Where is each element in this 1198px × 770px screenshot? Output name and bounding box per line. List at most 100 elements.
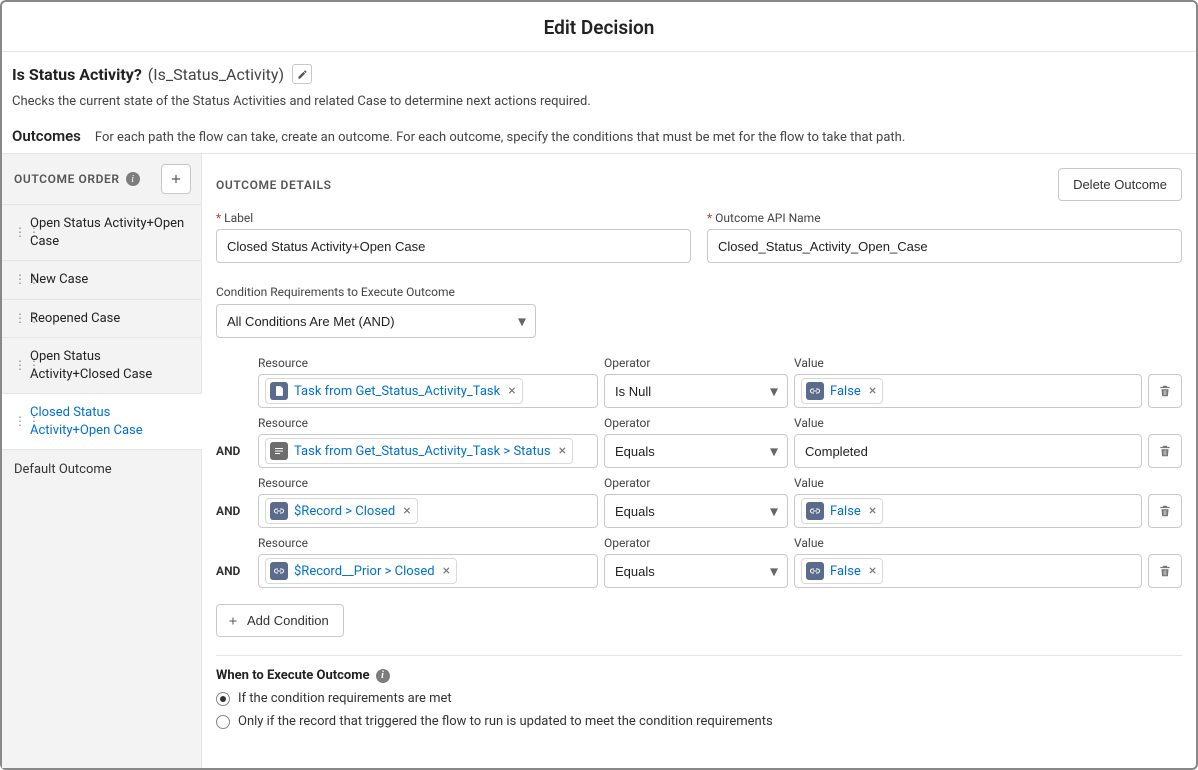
sidebar-item-label: New Case [30, 271, 88, 289]
delete-condition-button[interactable] [1148, 434, 1182, 468]
sidebar-item[interactable]: ⋮⋮ Closed Status Activity+Open Case [2, 393, 202, 449]
drag-handle-icon[interactable]: ⋮⋮ [14, 419, 22, 424]
resource-column-label: Resource [258, 416, 598, 430]
outcomes-section-header: Outcomes For each path the flow can take… [2, 117, 1196, 154]
delete-outcome-button[interactable]: Delete Outcome [1058, 168, 1182, 201]
pill-label: Task from Get_Status_Activity_Task [294, 384, 500, 399]
and-label [216, 374, 252, 408]
outcome-details-pane: OUTCOME DETAILS Delete Outcome Label Out… [202, 154, 1196, 768]
operator-column-label: Operator [604, 536, 788, 550]
record-icon [270, 382, 288, 400]
and-label: AND [216, 494, 252, 528]
drag-handle-icon[interactable]: ⋮⋮ [14, 277, 22, 282]
sidebar-item[interactable]: ⋮⋮ New Case [2, 260, 201, 299]
resource-column-label: Resource [258, 476, 598, 490]
resource-input[interactable]: $Record__Prior > Closed× [258, 554, 598, 588]
when-execute-radio[interactable]: If the condition requirements are met [216, 691, 1182, 706]
radio-label: Only if the record that triggered the fl… [238, 714, 773, 729]
resource-pill[interactable]: Task from Get_Status_Activity_Task > Sta… [265, 438, 573, 464]
radio-label: If the condition requirements are met [238, 691, 452, 706]
delete-condition-button[interactable] [1148, 494, 1182, 528]
condition-row: Resource Task from Get_Status_Activity_Ta… [216, 356, 1182, 408]
drag-handle-icon[interactable]: ⋮⋮ [14, 363, 22, 368]
decision-header: Is Status Activity? (Is_Status_Activity)… [2, 52, 1196, 117]
info-icon[interactable]: i [376, 669, 390, 683]
edit-decision-dialog: Edit Decision Is Status Activity? (Is_St… [0, 0, 1198, 770]
pencil-icon [297, 69, 308, 80]
api-name-input[interactable] [707, 229, 1182, 263]
delete-condition-button[interactable] [1148, 554, 1182, 588]
link-icon [806, 562, 824, 580]
resource-pill[interactable]: False × [801, 378, 883, 404]
sidebar-item-label: Open Status Activity+Open Case [30, 215, 191, 250]
conditions-table: Resource Task from Get_Status_Activity_Ta… [216, 356, 1182, 588]
sidebar-default-outcome[interactable]: Default Outcome [2, 449, 201, 489]
operator-select[interactable]: ▾ [604, 554, 788, 588]
resource-input[interactable]: Task from Get_Status_Activity_Task > Sta… [258, 434, 598, 468]
link-icon [270, 502, 288, 520]
add-condition-button[interactable]: Add Condition [216, 604, 344, 637]
when-execute-radio[interactable]: Only if the record that triggered the fl… [216, 714, 1182, 729]
remove-pill-button[interactable]: × [443, 564, 450, 578]
value-column-label: Value [794, 416, 1142, 430]
sidebar-item[interactable]: ⋮⋮ Open Status Activity+Open Case [2, 204, 201, 260]
value-input[interactable]: False × [794, 554, 1142, 588]
plus-icon [169, 172, 183, 186]
drag-handle-icon[interactable]: ⋮⋮ [14, 316, 22, 321]
operator-select[interactable]: ▾ [604, 434, 788, 468]
resource-pill[interactable]: $Record > Closed× [265, 498, 418, 524]
remove-pill-button[interactable]: × [559, 444, 566, 458]
operator-select[interactable]: ▾ [604, 374, 788, 408]
value-column-label: Value [794, 476, 1142, 490]
field-icon [270, 442, 288, 460]
drag-handle-icon[interactable]: ⋮⋮ [14, 230, 22, 235]
radio-icon [216, 692, 230, 706]
remove-pill-button[interactable]: × [508, 384, 515, 398]
condition-req-label: Condition Requirements to Execute Outcom… [216, 285, 455, 299]
operator-column-label: Operator [604, 356, 788, 370]
plus-icon [227, 615, 239, 627]
condition-row: AND Resource $Record > Closed× Operator ▾ Val… [216, 476, 1182, 528]
value-input[interactable]: False × [794, 494, 1142, 528]
resource-pill[interactable]: Task from Get_Status_Activity_Task × [265, 378, 523, 404]
pill-label: False [830, 504, 861, 519]
remove-pill-button[interactable]: × [869, 384, 876, 398]
trash-icon [1158, 504, 1172, 518]
remove-pill-button[interactable]: × [869, 564, 876, 578]
resource-pill[interactable]: False × [801, 498, 883, 524]
value-input[interactable] [794, 434, 1142, 468]
resource-pill[interactable]: $Record__Prior > Closed× [265, 558, 457, 584]
resource-pill[interactable]: False × [801, 558, 883, 584]
add-outcome-button[interactable] [161, 164, 191, 194]
pill-label: False [830, 384, 861, 399]
resource-column-label: Resource [258, 356, 598, 370]
operator-select[interactable]: ▾ [604, 494, 788, 528]
value-input[interactable]: False × [794, 374, 1142, 408]
sidebar-item-label: Closed Status Activity+Open Case [30, 404, 192, 439]
outcome-order-sidebar: OUTCOME ORDER i ⋮⋮Open Status Activity+O… [2, 154, 202, 768]
remove-pill-button[interactable]: × [869, 504, 876, 518]
link-icon [270, 562, 288, 580]
link-icon [806, 382, 824, 400]
sidebar-item-label: Reopened Case [30, 310, 120, 328]
outcomes-heading: Outcomes [12, 127, 81, 145]
trash-icon [1158, 444, 1172, 458]
label-field-label: Label [216, 211, 691, 225]
resource-input[interactable]: Task from Get_Status_Activity_Task × [258, 374, 598, 408]
pill-label: Task from Get_Status_Activity_Task > Sta… [294, 444, 551, 459]
sidebar-item[interactable]: ⋮⋮ Reopened Case [2, 299, 201, 338]
edit-decision-button[interactable] [292, 64, 312, 84]
trash-icon [1158, 384, 1172, 398]
resource-input[interactable]: $Record > Closed× [258, 494, 598, 528]
and-label: AND [216, 554, 252, 588]
condition-req-select[interactable] [216, 304, 536, 338]
radio-icon [216, 715, 230, 729]
pill-label: False [830, 564, 861, 579]
label-input[interactable] [216, 229, 691, 263]
remove-pill-button[interactable]: × [403, 504, 410, 518]
delete-condition-button[interactable] [1148, 374, 1182, 408]
operator-column-label: Operator [604, 476, 788, 490]
info-icon[interactable]: i [126, 172, 140, 186]
sidebar-item[interactable]: ⋮⋮Open Status Activity+Closed Case [2, 337, 201, 393]
condition-row: ANDResource$Record__Prior > Closed×Opera… [216, 536, 1182, 588]
